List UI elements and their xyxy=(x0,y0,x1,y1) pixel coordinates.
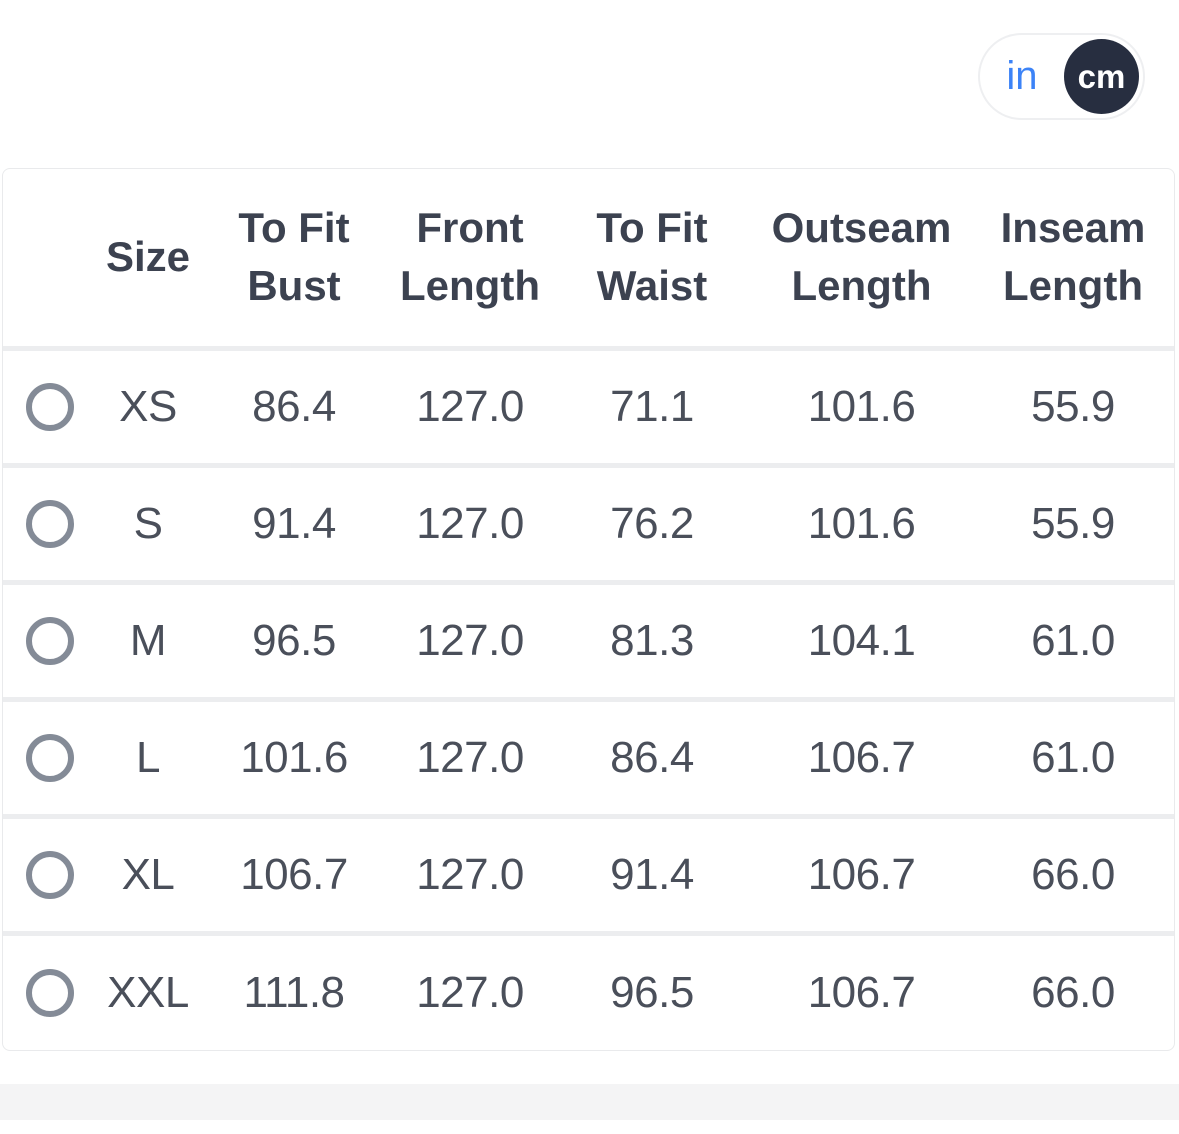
radio-m[interactable] xyxy=(26,616,74,665)
outseam-value: 101.6 xyxy=(807,498,916,548)
waist-value: 81.3 xyxy=(610,615,694,665)
inseam-value: 66.0 xyxy=(1031,967,1115,1017)
inseam-value: 61.0 xyxy=(1031,732,1115,782)
size-label: L xyxy=(136,732,160,782)
front-length-value: 127.0 xyxy=(416,967,524,1017)
header-outseam-length: Outseam Length xyxy=(771,204,952,310)
radio-s[interactable] xyxy=(26,499,74,548)
size-label: XXL xyxy=(107,967,189,1017)
outseam-value: 106.7 xyxy=(807,732,916,782)
size-label: S xyxy=(133,498,163,548)
header-size: Size xyxy=(105,233,191,281)
radio-cell xyxy=(3,582,97,699)
table-row-m: M 96.5 127.0 81.3 104.1 61.0 xyxy=(3,582,1174,699)
table-row-xl: XL 106.7 127.0 91.4 106.7 66.0 xyxy=(3,816,1174,933)
waist-value: 91.4 xyxy=(610,849,694,899)
radio-cell xyxy=(3,933,97,1050)
table-row-xxl: XXL 111.8 127.0 96.5 106.7 66.0 xyxy=(3,933,1174,1050)
unit-toggle: in cm xyxy=(978,33,1145,120)
front-length-value: 127.0 xyxy=(416,381,524,431)
inseam-value: 66.0 xyxy=(1031,849,1115,899)
bust-value: 101.6 xyxy=(240,732,348,782)
bust-value: 86.4 xyxy=(252,381,336,431)
radio-xs[interactable] xyxy=(26,382,74,431)
unit-option-cm[interactable]: cm xyxy=(1064,39,1139,114)
inseam-value: 55.9 xyxy=(1031,381,1115,431)
outseam-value: 106.7 xyxy=(807,849,916,899)
radio-cell xyxy=(3,465,97,582)
front-length-value: 127.0 xyxy=(416,498,524,548)
inseam-value: 55.9 xyxy=(1031,498,1115,548)
radio-xxl[interactable] xyxy=(26,968,74,1017)
size-label: XL xyxy=(121,849,175,899)
size-chart-table: Size To Fit Bust Front Length To Fit Wai… xyxy=(3,169,1174,1050)
size-label: XS xyxy=(119,381,177,431)
bust-value: 106.7 xyxy=(240,849,348,899)
front-length-value: 127.0 xyxy=(416,615,524,665)
table-row-l: L 101.6 127.0 86.4 106.7 61.0 xyxy=(3,699,1174,816)
outseam-value: 104.1 xyxy=(807,615,916,665)
bust-value: 111.8 xyxy=(243,967,345,1017)
waist-value: 71.1 xyxy=(610,381,694,431)
radio-cell xyxy=(3,699,97,816)
table-row-s: S 91.4 127.0 76.2 101.6 55.9 xyxy=(3,465,1174,582)
outseam-value: 101.6 xyxy=(807,381,916,431)
waist-value: 76.2 xyxy=(610,498,694,548)
header-front-length: Front Length xyxy=(400,204,540,310)
outseam-value: 106.7 xyxy=(807,967,916,1017)
radio-cell xyxy=(3,816,97,933)
size-chart: Size To Fit Bust Front Length To Fit Wai… xyxy=(2,168,1175,1051)
size-label: M xyxy=(129,615,167,665)
radio-xl[interactable] xyxy=(26,850,74,899)
front-length-value: 127.0 xyxy=(416,732,524,782)
header-inseam-length: Inseam Length xyxy=(1000,204,1146,310)
unit-option-in[interactable]: in xyxy=(1006,54,1038,98)
radio-l[interactable] xyxy=(26,733,74,782)
table-row-xs: XS 86.4 127.0 71.1 101.6 55.9 xyxy=(3,348,1174,465)
waist-value: 96.5 xyxy=(610,967,694,1017)
front-length-value: 127.0 xyxy=(416,849,524,899)
bust-value: 96.5 xyxy=(252,615,336,665)
header-to-fit-bust: To Fit Bust xyxy=(238,204,350,310)
waist-value: 86.4 xyxy=(610,732,694,782)
header-to-fit-waist: To Fit Waist xyxy=(596,204,708,310)
header-radio-spacer xyxy=(3,169,97,348)
header-row: Size To Fit Bust Front Length To Fit Wai… xyxy=(3,169,1174,348)
inseam-value: 61.0 xyxy=(1031,615,1115,665)
section-divider xyxy=(0,1084,1179,1120)
radio-cell xyxy=(3,348,97,465)
bust-value: 91.4 xyxy=(252,498,336,548)
